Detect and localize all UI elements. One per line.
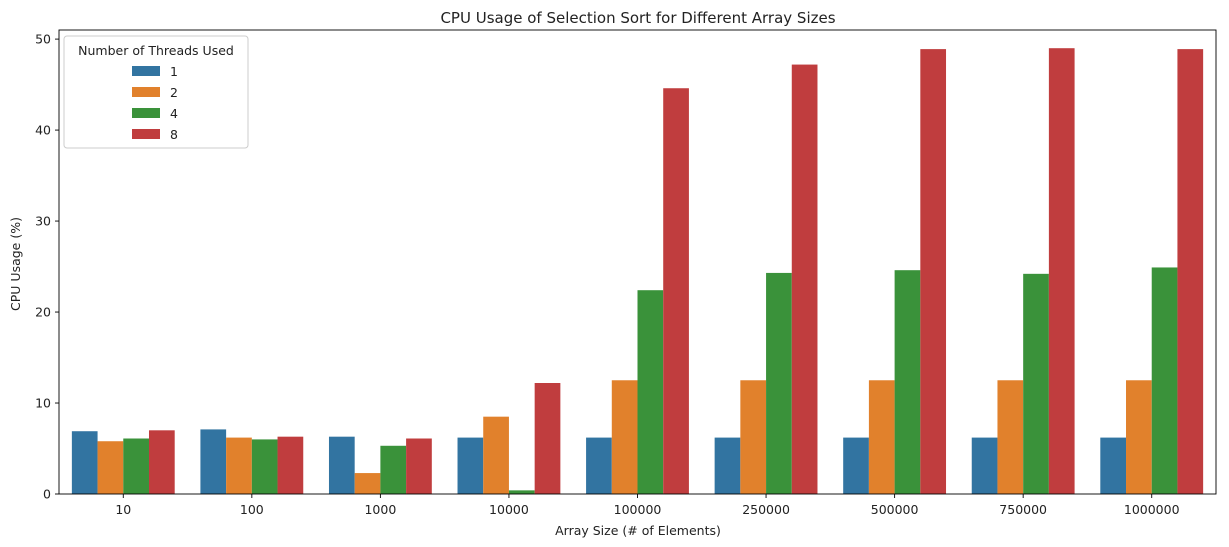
bar-10000-threads-8 bbox=[534, 383, 561, 494]
bar-10000-threads-4 bbox=[508, 490, 535, 494]
legend-label-8: 8 bbox=[170, 127, 178, 142]
bar-250000-threads-8 bbox=[791, 64, 818, 494]
bar-1000-threads-8 bbox=[406, 438, 432, 494]
bar-100000-threads-4 bbox=[637, 290, 664, 494]
bar-10-threads-4 bbox=[123, 438, 149, 494]
bar-500000-threads-2 bbox=[868, 380, 895, 494]
y-tick-label: 20 bbox=[35, 305, 51, 320]
bar-100-threads-2 bbox=[226, 437, 252, 494]
bar-10-threads-2 bbox=[97, 441, 124, 494]
legend-swatch-2 bbox=[132, 87, 160, 97]
bar-10-threads-1 bbox=[71, 431, 98, 494]
x-tick-label: 1000000 bbox=[1124, 502, 1180, 517]
legend: Number of Threads Used 1 2 4 8 bbox=[63, 35, 249, 149]
x-tick-label: 500000 bbox=[871, 502, 919, 517]
plot-area bbox=[71, 48, 1204, 495]
legend-swatch-1 bbox=[132, 66, 160, 76]
bar-100-threads-1 bbox=[200, 429, 227, 494]
x-tick-label: 250000 bbox=[742, 502, 790, 517]
y-tick-label: 0 bbox=[43, 487, 51, 502]
bar-500000-threads-8 bbox=[920, 49, 947, 495]
x-tick-label: 1000 bbox=[364, 502, 396, 517]
y-tick-label: 30 bbox=[35, 214, 51, 229]
x-tick-label: 100 bbox=[240, 502, 264, 517]
x-tick-label: 100000 bbox=[614, 502, 662, 517]
bar-1000000-threads-8 bbox=[1177, 49, 1204, 495]
bar-750000-threads-4 bbox=[1023, 273, 1049, 494]
bar-1000-threads-1 bbox=[328, 436, 355, 494]
bar-100000-threads-8 bbox=[663, 88, 689, 494]
bar-750000-threads-2 bbox=[997, 380, 1024, 494]
x-tick-label: 10 bbox=[115, 502, 131, 517]
legend-label-1: 1 bbox=[170, 64, 178, 79]
legend-title: Number of Threads Used bbox=[78, 43, 234, 58]
bar-500000-threads-1 bbox=[843, 437, 869, 494]
x-tick-label: 10000 bbox=[489, 502, 529, 517]
axes: 0 10 20 30 40 50 10 100 1000 10000 100000 250000 500… bbox=[35, 29, 1217, 517]
bar-100000-threads-1 bbox=[586, 437, 612, 494]
bar-10-threads-8 bbox=[148, 430, 175, 494]
bar-250000-threads-1 bbox=[714, 437, 741, 494]
bar-10000-threads-1 bbox=[457, 437, 484, 494]
bar-100-threads-4 bbox=[251, 439, 278, 494]
bar-1000000-threads-1 bbox=[1100, 437, 1127, 494]
legend-label-4: 4 bbox=[170, 106, 178, 121]
legend-label-2: 2 bbox=[170, 85, 178, 100]
legend-swatch-4 bbox=[132, 108, 160, 118]
bar-1000000-threads-2 bbox=[1126, 380, 1152, 494]
y-axis-label: CPU Usage (%) bbox=[8, 217, 23, 311]
chart-title: CPU Usage of Selection Sort for Differen… bbox=[440, 9, 835, 27]
legend-swatch-8 bbox=[132, 129, 160, 139]
x-tick-label: 750000 bbox=[999, 502, 1047, 517]
y-tick-label: 40 bbox=[35, 123, 51, 138]
bar-250000-threads-2 bbox=[740, 380, 767, 494]
bar-100000-threads-2 bbox=[611, 380, 638, 494]
bar-1000000-threads-4 bbox=[1151, 267, 1178, 494]
x-axis-label: Array Size (# of Elements) bbox=[555, 523, 721, 538]
bar-1000-threads-2 bbox=[354, 473, 381, 494]
bar-750000-threads-1 bbox=[971, 437, 998, 494]
bar-1000-threads-4 bbox=[380, 445, 407, 494]
y-tick-label: 50 bbox=[35, 32, 51, 47]
bar-250000-threads-4 bbox=[766, 272, 792, 494]
y-tick-label: 10 bbox=[35, 396, 51, 411]
bar-750000-threads-8 bbox=[1048, 48, 1075, 494]
bar-10000-threads-2 bbox=[483, 416, 509, 494]
bar-500000-threads-4 bbox=[894, 270, 921, 494]
bar-100-threads-8 bbox=[277, 436, 304, 494]
